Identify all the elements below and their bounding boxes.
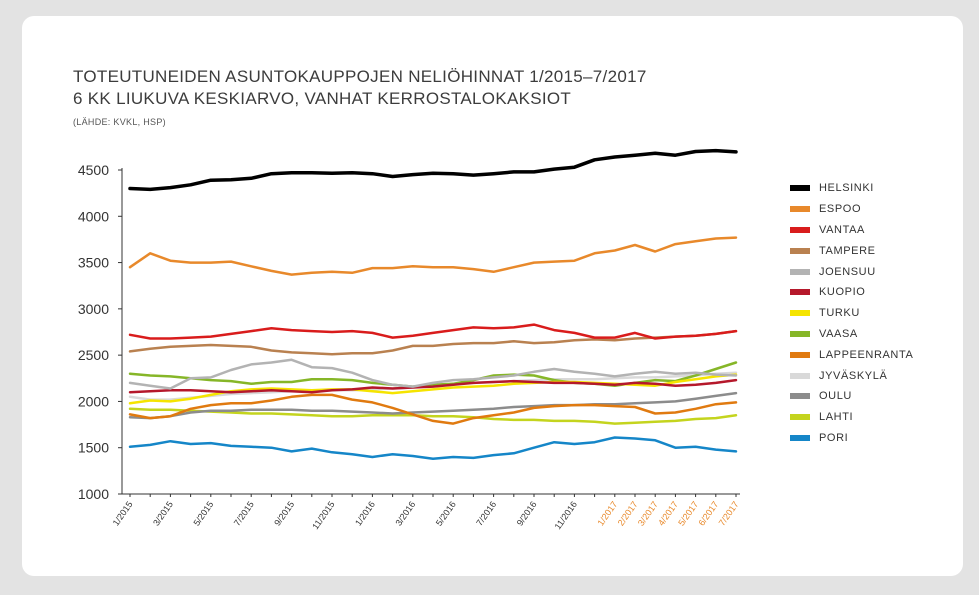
series-line-pori [128, 436, 738, 461]
series-line-joensuu [128, 358, 738, 390]
legend-swatch [790, 289, 810, 296]
legend-label: TURKU [819, 307, 860, 320]
legend-item: ESPOO [790, 199, 913, 220]
x-tick-label: 5/2016 [434, 499, 458, 527]
y-tick-label: 2000 [78, 393, 109, 409]
x-tick-label: 1/2016 [353, 499, 377, 527]
legend-item: LAHTI [790, 407, 913, 428]
legend-swatch [790, 226, 810, 233]
legend-label: LAPPEENRANTA [819, 348, 914, 361]
legend-item: TURKU [790, 303, 913, 324]
legend-swatch [790, 434, 810, 441]
x-tick-label: 5/2017 [676, 499, 700, 527]
legend-item: HELSINKI [790, 178, 913, 199]
y-axis-ticks: 1000 1500 2000 2500 3000 3500 4000 4500 [78, 162, 122, 502]
legend-label: HELSINKI [819, 182, 874, 195]
legend-label: VANTAA [819, 223, 865, 236]
series-line-lahti [128, 407, 738, 425]
legend-label: VAASA [819, 327, 858, 340]
legend-swatch [790, 268, 810, 275]
legend-label: PORI [819, 431, 849, 444]
series-line-oulu [128, 391, 738, 420]
legend-swatch [790, 185, 810, 192]
chart-axes [121, 168, 740, 495]
x-tick-label: 3/2017 [636, 499, 660, 527]
legend-item: JYVÄSKYLÄ [790, 365, 913, 386]
legend-item: TAMPERE [790, 240, 913, 261]
legend-swatch [790, 414, 810, 421]
x-tick-label: 2/2017 [616, 499, 640, 527]
legend-swatch [790, 330, 810, 337]
chart-title-line-2: 6 KK LIUKUVA KESKIARVO, VANHAT KERROSTAL… [73, 89, 572, 108]
y-tick-label: 1500 [78, 440, 109, 456]
y-tick-label: 4000 [78, 208, 109, 224]
legend-swatch [790, 247, 810, 254]
x-tick-label: 4/2017 [656, 499, 680, 527]
legend-item: JOENSUU [790, 261, 913, 282]
chart-title: TOTEUTUNEIDEN ASUNTOKAUPPOJEN NELIÖHINNA… [73, 66, 647, 110]
y-tick-label: 3000 [78, 301, 109, 317]
legend-label: LAHTI [819, 411, 854, 424]
y-tick-label: 3500 [78, 255, 109, 271]
legend-label: JOENSUU [819, 265, 876, 278]
series-line-vantaa [128, 323, 738, 340]
x-tick-label: 9/2015 [272, 499, 296, 527]
y-tick-label: 1000 [78, 486, 109, 502]
legend-label: KUOPIO [819, 286, 866, 299]
legend-item: PORI [790, 428, 913, 449]
legend-swatch [790, 206, 810, 213]
x-tick-label: 11/2016 [553, 499, 579, 531]
x-axis-ticks: 1/2015 3/2015 5/2015 7/2015 9/2015 11/2015 1/2… [111, 494, 741, 531]
series-line-lappeenranta [128, 393, 738, 425]
x-tick-label: 9/2016 [515, 499, 539, 527]
legend-swatch [790, 372, 810, 379]
legend-label: JYVÄSKYLÄ [819, 369, 888, 382]
y-tick-label: 4500 [78, 162, 109, 178]
legend-item: KUOPIO [790, 282, 913, 303]
legend-swatch [790, 351, 810, 358]
x-tick-label: 5/2015 [191, 499, 215, 527]
legend-label: ESPOO [819, 203, 862, 216]
x-tick-label: 1/2017 [595, 499, 619, 527]
series-line-helsinki [128, 148, 738, 192]
series-line-turku [128, 373, 738, 405]
x-tick-label: 11/2015 [310, 499, 336, 531]
series-line-espoo [128, 236, 738, 276]
x-tick-label: 1/2015 [111, 499, 135, 527]
chart-source: (LÄHDE: KVKL, HSP) [73, 117, 166, 127]
legend-swatch [790, 393, 810, 400]
x-tick-label: 6/2017 [696, 499, 720, 527]
series-lines [128, 148, 738, 461]
x-tick-label: 7/2016 [474, 499, 498, 527]
x-tick-label: 3/2015 [151, 499, 175, 527]
chart-legend: HELSINKI ESPOO VANTAA TAMPERE JOENSUU KUOPIO T… [790, 178, 913, 448]
legend-item: VAASA [790, 324, 913, 345]
legend-item: OULU [790, 386, 913, 407]
chart-title-line-1: TOTEUTUNEIDEN ASUNTOKAUPPOJEN NELIÖHINNA… [73, 67, 647, 86]
legend-item: LAPPEENRANTA [790, 344, 913, 365]
series-line-kuopio [128, 378, 738, 394]
legend-label: OULU [819, 390, 852, 403]
x-tick-label: 7/2015 [232, 499, 256, 527]
chart-card [22, 16, 963, 576]
y-tick-label: 2500 [78, 347, 109, 363]
x-tick-label: 7/2017 [717, 499, 741, 527]
x-tick-label: 3/2016 [393, 499, 417, 527]
legend-swatch [790, 310, 810, 317]
legend-item: VANTAA [790, 220, 913, 241]
series-line-tampere [128, 329, 738, 356]
legend-label: TAMPERE [819, 244, 876, 257]
